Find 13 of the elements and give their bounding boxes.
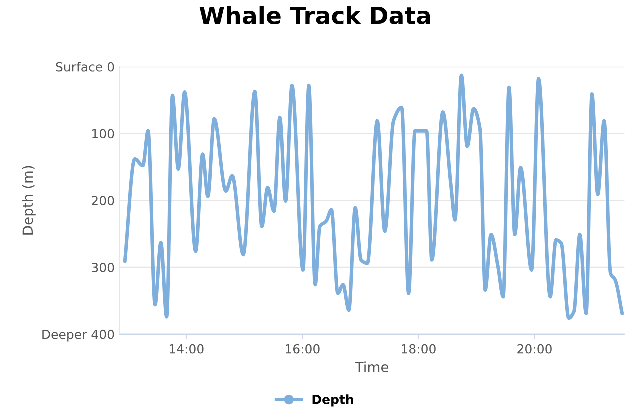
y-tick-label: Deeper 400: [42, 330, 114, 342]
x-tick-label: 16:00: [286, 344, 320, 354]
x-axis-title: Time: [355, 362, 389, 373]
y-axis-title: Depth (m): [22, 166, 36, 235]
y-tick-label: 200: [92, 196, 114, 206]
y-tick-label: 300: [92, 262, 114, 272]
y-tick-label: Surface 0: [56, 62, 114, 72]
chart-title: Whale Track Data: [200, 6, 430, 25]
legend-label: Depth: [312, 394, 354, 407]
y-tick-label: 100: [92, 129, 114, 139]
x-tick-label: 18:00: [402, 344, 436, 354]
x-tick-label: 20:00: [518, 344, 552, 354]
x-tick-label: 14:00: [170, 344, 204, 354]
